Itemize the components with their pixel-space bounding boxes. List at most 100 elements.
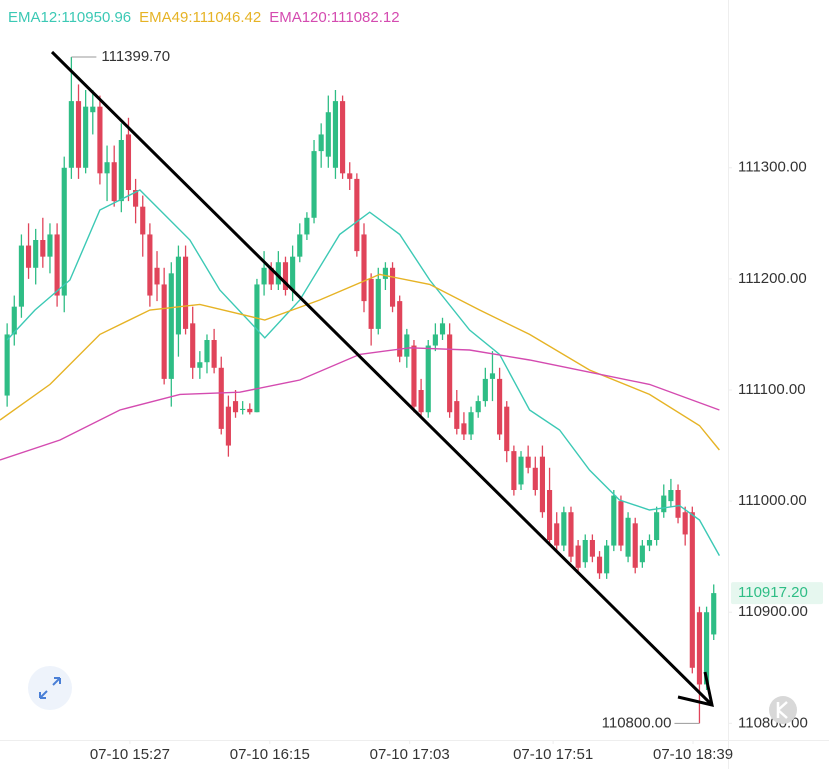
candle-body — [447, 334, 453, 413]
candle-body — [4, 334, 10, 396]
low-label: 110800.00 — [602, 714, 672, 731]
x-tick-label: 07-10 15:27 — [90, 746, 170, 763]
candle-body — [368, 278, 374, 329]
candle-body — [411, 345, 417, 407]
x-tick-label: 07-10 17:51 — [513, 746, 593, 763]
candle-body — [546, 490, 553, 540]
candle-body — [682, 512, 688, 535]
candle-body — [568, 512, 574, 557]
candle-body — [675, 490, 681, 518]
candle-body — [439, 323, 446, 335]
candle-body — [325, 112, 331, 157]
candle-body — [282, 262, 289, 290]
candle-body — [589, 540, 595, 557]
candle-body — [404, 334, 410, 357]
candle-body — [90, 106, 96, 113]
candle-body — [290, 256, 296, 290]
candle-body — [561, 512, 567, 546]
candle-body — [639, 545, 645, 563]
candle-body — [532, 467, 538, 490]
y-tick-label: 111100.00 — [738, 381, 806, 398]
candle-body — [25, 245, 32, 268]
candle-body — [33, 240, 39, 268]
candle-body — [711, 593, 717, 635]
candle-body — [218, 367, 224, 429]
last-price-box — [731, 582, 823, 605]
candle-body — [347, 173, 353, 179]
trend-arrow — [50, 50, 714, 708]
candle-body — [625, 517, 631, 557]
candle-body — [511, 451, 517, 490]
candle-body — [68, 101, 74, 168]
candle-body — [61, 167, 67, 296]
candle-body — [261, 267, 267, 285]
candle-body — [175, 256, 182, 335]
candle-body — [689, 512, 695, 668]
candle-body — [654, 512, 660, 540]
candle-body — [668, 490, 674, 502]
candle-body — [425, 345, 431, 413]
y-tick-label: 111300.00 — [738, 159, 807, 176]
candle-body — [554, 523, 560, 546]
candle-body — [340, 101, 346, 174]
ema-line — [0, 347, 720, 461]
candle-body — [618, 501, 624, 546]
candle-body — [125, 134, 132, 190]
y-tick-label: 111000.00 — [738, 492, 807, 509]
y-tick-label: 111200.00 — [738, 270, 807, 287]
candle-body — [389, 267, 396, 307]
candle-body — [211, 340, 217, 368]
candle-body — [268, 267, 274, 285]
candle-body — [225, 406, 231, 446]
candle-body — [40, 240, 46, 257]
candle-body — [596, 556, 603, 574]
candle-body — [197, 362, 203, 368]
candle-body — [375, 278, 381, 329]
candle-body — [475, 401, 481, 413]
candle-body — [468, 412, 474, 435]
x-tick-label: 07-10 17:03 — [370, 746, 450, 763]
candle-body — [240, 408, 246, 410]
candle-body — [661, 495, 667, 513]
candle-body — [454, 401, 460, 429]
legend-entry: EMA49:111046.42 — [139, 9, 261, 26]
expand-button[interactable] — [28, 666, 72, 710]
candle-body — [575, 545, 581, 568]
candle-body — [11, 306, 17, 335]
candle-body — [432, 334, 438, 346]
candle-body — [247, 408, 253, 413]
candle-body — [204, 340, 210, 363]
candle-body — [133, 190, 139, 207]
candle-body — [47, 234, 53, 257]
y-tick-label: 110900.00 — [738, 603, 808, 620]
candle-body — [75, 101, 82, 168]
candle-body — [147, 234, 153, 296]
legend-entry: EMA12:110950.96 — [8, 9, 131, 26]
candle-body — [311, 151, 317, 218]
candle-body — [504, 406, 510, 452]
candle-body — [297, 234, 303, 257]
candle-body — [154, 267, 160, 285]
candle-body — [525, 456, 531, 468]
candle-body — [18, 245, 24, 307]
candle-body — [489, 373, 496, 379]
candle-body — [646, 540, 653, 546]
candle-body — [704, 612, 710, 685]
candle-body — [161, 284, 167, 379]
candle-body — [497, 378, 503, 435]
candle-body — [318, 134, 324, 152]
candle-body — [232, 401, 239, 413]
x-tick-label: 07-10 18:39 — [653, 746, 733, 763]
logo-button[interactable] — [769, 696, 797, 724]
candle-body — [518, 456, 524, 485]
high-label: 111399.70 — [101, 48, 170, 65]
candle-body — [140, 206, 146, 235]
candle-body — [696, 612, 703, 685]
candle-body — [582, 540, 588, 563]
candle-body — [382, 267, 388, 279]
candle-body — [461, 423, 467, 435]
candle-body — [482, 378, 488, 402]
candle-body — [418, 390, 424, 413]
ema-line — [6, 189, 721, 556]
